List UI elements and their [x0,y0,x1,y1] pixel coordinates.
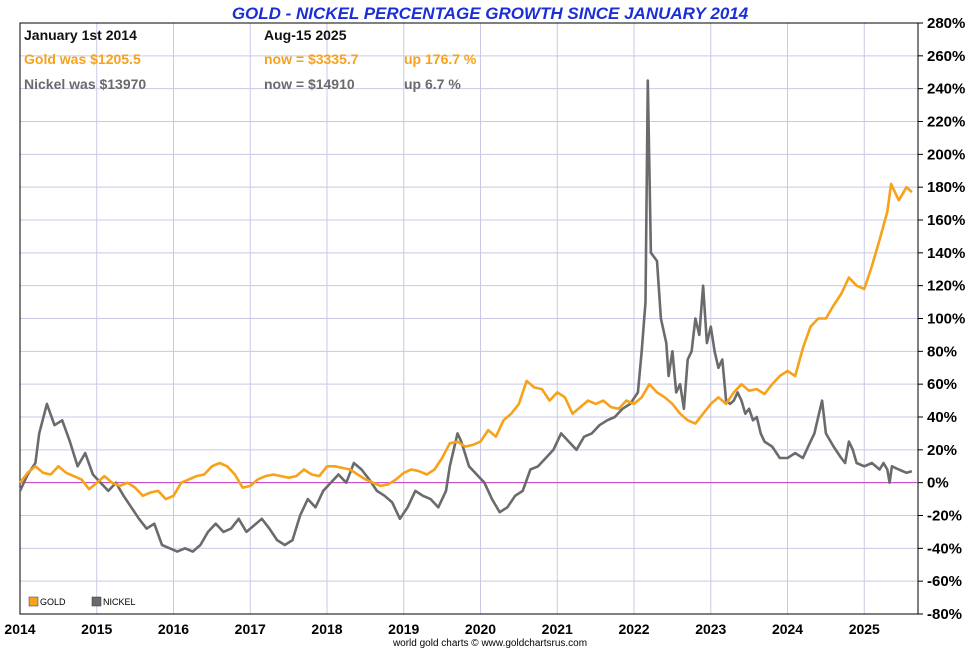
x-tick-label: 2019 [388,621,419,637]
gold-now-price: now = $3335.7 [264,51,359,67]
chart-title: GOLD - NICKEL PERCENTAGE GROWTH SINCE JA… [232,4,749,23]
legend-label-gold: GOLD [40,597,66,607]
y-tick-label: 280% [927,15,965,32]
y-tick-label: 60% [927,376,957,393]
x-axis-ticks: 2014 2015 2016 2017 2018 2019 2020 2021 2022 2023… [4,621,880,637]
nickel-start-price: Nickel was $13970 [24,76,146,92]
x-tick-label: 2025 [849,621,880,637]
gold-change: up 176.7 % [404,51,477,67]
legend-swatch-gold [28,596,39,607]
series-layer [18,79,913,553]
gold-start-price: Gold was $1205.5 [24,51,141,67]
y-tick-label: 0% [927,475,949,492]
end-date-label: Aug-15 2025 [264,27,347,43]
x-tick-label: 2016 [158,621,189,637]
x-tick-label: 2022 [618,621,649,637]
legend-label-nickel: NICKEL [103,597,136,607]
source-credit: world gold charts © www.goldchartsrus.co… [392,638,587,649]
y-tick-label: -20% [927,508,962,525]
x-tick-label: 2014 [4,621,35,637]
y-tick-label: 40% [927,409,957,426]
y-tick-label: 220% [927,114,965,131]
y-tick-label: -40% [927,540,962,557]
y-tick-label: 120% [927,278,965,295]
x-tick-label: 2021 [542,621,573,637]
y-tick-label: 160% [927,212,965,229]
gold-series-line [18,182,913,501]
legend: GOLD NICKEL [28,596,136,607]
legend-swatch-nickel [91,596,102,607]
x-tick-label: 2020 [465,621,496,637]
x-tick-label: 2023 [695,621,726,637]
nickel-now-price: now = $14910 [264,76,355,92]
nickel-change: up 6.7 % [404,76,461,92]
y-tick-label: 180% [927,179,965,196]
y-tick-label: -60% [927,573,962,590]
y-axis-ticks: 280% 260% 240% 220% 200% 180% 160% 140% 120% 100%… [918,15,965,623]
y-tick-label: 260% [927,48,965,65]
x-tick-label: 2017 [235,621,266,637]
x-tick-label: 2024 [772,621,803,637]
y-tick-label: 200% [927,146,965,163]
y-tick-label: 240% [927,81,965,98]
y-tick-label: 80% [927,343,957,360]
grid [19,22,918,615]
y-tick-label: 100% [927,311,965,328]
x-tick-label: 2015 [81,621,112,637]
y-tick-label: -80% [927,606,962,623]
y-tick-label: 140% [927,245,965,262]
x-tick-label: 2018 [311,621,342,637]
nickel-series-line [18,79,913,553]
y-tick-label: 20% [927,442,957,459]
start-date-label: January 1st 2014 [24,27,137,43]
